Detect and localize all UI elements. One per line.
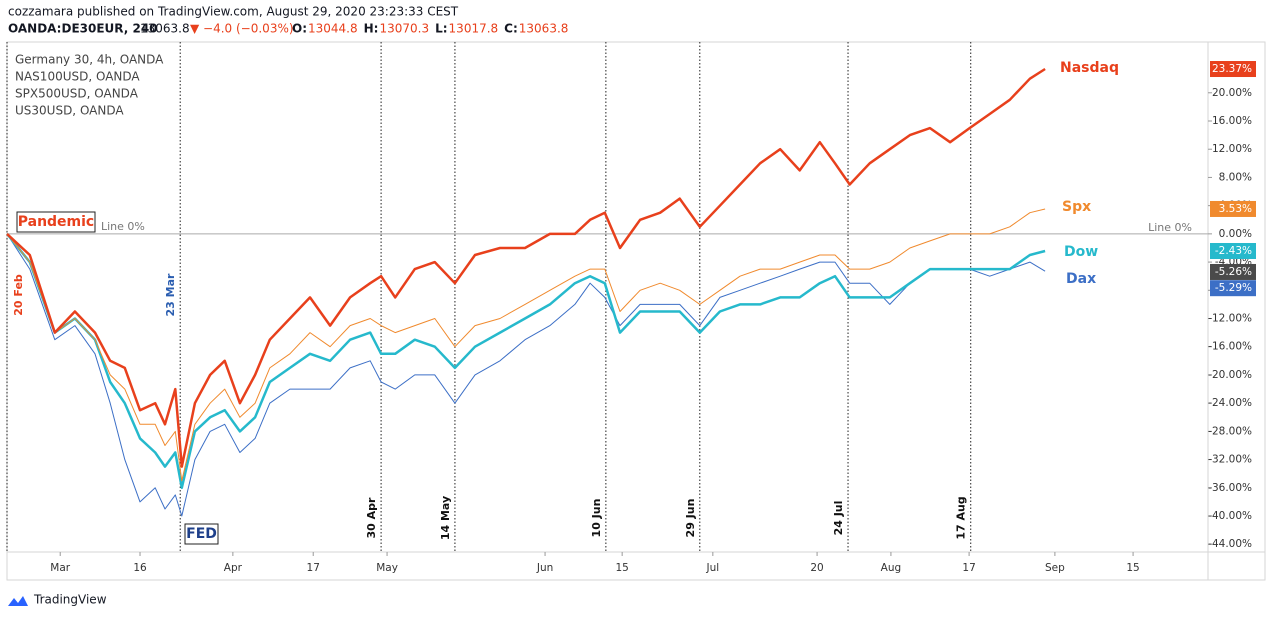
annotation-box <box>184 523 219 545</box>
price-label <box>1210 61 1256 78</box>
series-name: Nasdaq <box>1060 60 1119 76</box>
date-line-label: 24 Jul <box>832 501 845 536</box>
price-label-text: -5.29% <box>1215 282 1252 294</box>
price-label <box>1210 263 1256 280</box>
y-tick-label: -44.00% <box>1208 538 1252 550</box>
y-tick-label: -36.00% <box>1208 482 1252 494</box>
legend-item: NAS100USD, OANDA <box>15 70 140 84</box>
price-label-text: 23.37% <box>1212 63 1252 75</box>
x-tick-label: 20 <box>810 562 823 574</box>
x-tick-label: 15 <box>615 562 628 574</box>
date-line-label: 29 Jun <box>684 499 697 538</box>
x-tick-label: 17 <box>307 562 320 574</box>
x-tick-label: Aug <box>881 562 902 574</box>
annotation: FED <box>186 526 217 542</box>
ohlc-key: C: <box>504 22 518 36</box>
date-line-label: 20 Feb <box>12 274 25 316</box>
y-tick-label: -40.00% <box>1208 510 1252 522</box>
price-label-text: -2.43% <box>1215 245 1252 257</box>
y-tick-label: -32.00% <box>1208 454 1252 466</box>
x-tick-label: May <box>376 562 398 574</box>
price-label <box>1210 280 1256 297</box>
annotation-box <box>16 211 96 233</box>
ohlc-value: 13063.8 <box>519 22 569 36</box>
y-tick-label: 16.00% <box>1212 115 1252 127</box>
logo: TradingView <box>8 593 107 607</box>
y-tick-label: -16.00% <box>1208 341 1252 353</box>
x-tick-label: 17 <box>962 562 975 574</box>
ohlc-key: L: <box>435 22 447 36</box>
annotation: Pandemic <box>18 214 95 230</box>
legend-item: US30USD, OANDA <box>15 104 124 118</box>
price-label <box>1210 243 1256 260</box>
x-tick-label: Apr <box>224 562 243 574</box>
series-name: Spx <box>1062 199 1091 215</box>
legend-item: Germany 30, 4h, OANDA <box>15 53 164 67</box>
date-line-label: 17 Aug <box>955 496 968 539</box>
change: ▼ −4.0 (−0.03%) <box>190 22 294 36</box>
x-tick-label: Sep <box>1045 562 1065 574</box>
zero-line-label: Line 0% <box>1148 221 1192 234</box>
x-tick-label: 16 <box>133 562 147 574</box>
series-line <box>6 208 1046 482</box>
footer: TradingView <box>33 593 107 607</box>
y-tick-label: 12.00% <box>1212 143 1252 155</box>
series-line <box>6 233 1046 517</box>
price-label-text: -5.26% <box>1215 266 1252 278</box>
y-tick-label: -12.00% <box>1208 313 1252 325</box>
x-tick-label: Jul <box>705 562 719 574</box>
x-tick-label: Mar <box>50 562 70 574</box>
y-tick-label: 0.00% <box>1219 228 1252 240</box>
logo-icon <box>8 596 28 606</box>
date-line-label: 30 Apr <box>365 497 378 539</box>
ohlc-key: O: <box>292 22 307 36</box>
ohlc-value: 13017.8 <box>449 22 499 36</box>
x-tick-label: Jun <box>536 562 553 574</box>
legend-item: SPX500USD, OANDA <box>15 87 139 101</box>
series-line <box>6 67 1046 468</box>
date-line-label: 14 May <box>439 496 452 540</box>
price-label-text: 3.53% <box>1219 203 1252 215</box>
series-line <box>6 233 1046 490</box>
x-tick-label: 15 <box>1126 562 1139 574</box>
price-label <box>1210 200 1256 217</box>
date-line-label: 10 Jun <box>590 499 603 538</box>
ohlc-key: H: <box>364 22 379 36</box>
zero-line-label: Line 0% <box>101 220 145 233</box>
y-tick-label: -20.00% <box>1208 369 1252 381</box>
y-tick-label: -28.00% <box>1208 425 1252 437</box>
ohlc: O: 13044.8 H: 13070.3 L: 13017.8 C: 13063.8 <box>292 22 568 36</box>
author-line: cozzamara published on TradingView.com, … <box>8 5 459 19</box>
ohlc-value: 13044.8 <box>308 22 358 36</box>
ohlc-value: 13070.3 <box>379 22 429 36</box>
series-name: Dow <box>1064 244 1098 260</box>
symbol: OANDA:DE30EUR, 240 <box>8 22 158 36</box>
date-line-label: 23 Mar <box>164 273 177 317</box>
frame <box>6 41 1266 581</box>
y-tick-label: 8.00% <box>1219 171 1252 183</box>
y-tick-label: -24.00% <box>1208 397 1252 409</box>
price: 13063.8 <box>140 22 190 36</box>
y-tick-label: 20.00% <box>1212 87 1252 99</box>
series-name: Dax <box>1066 271 1096 287</box>
